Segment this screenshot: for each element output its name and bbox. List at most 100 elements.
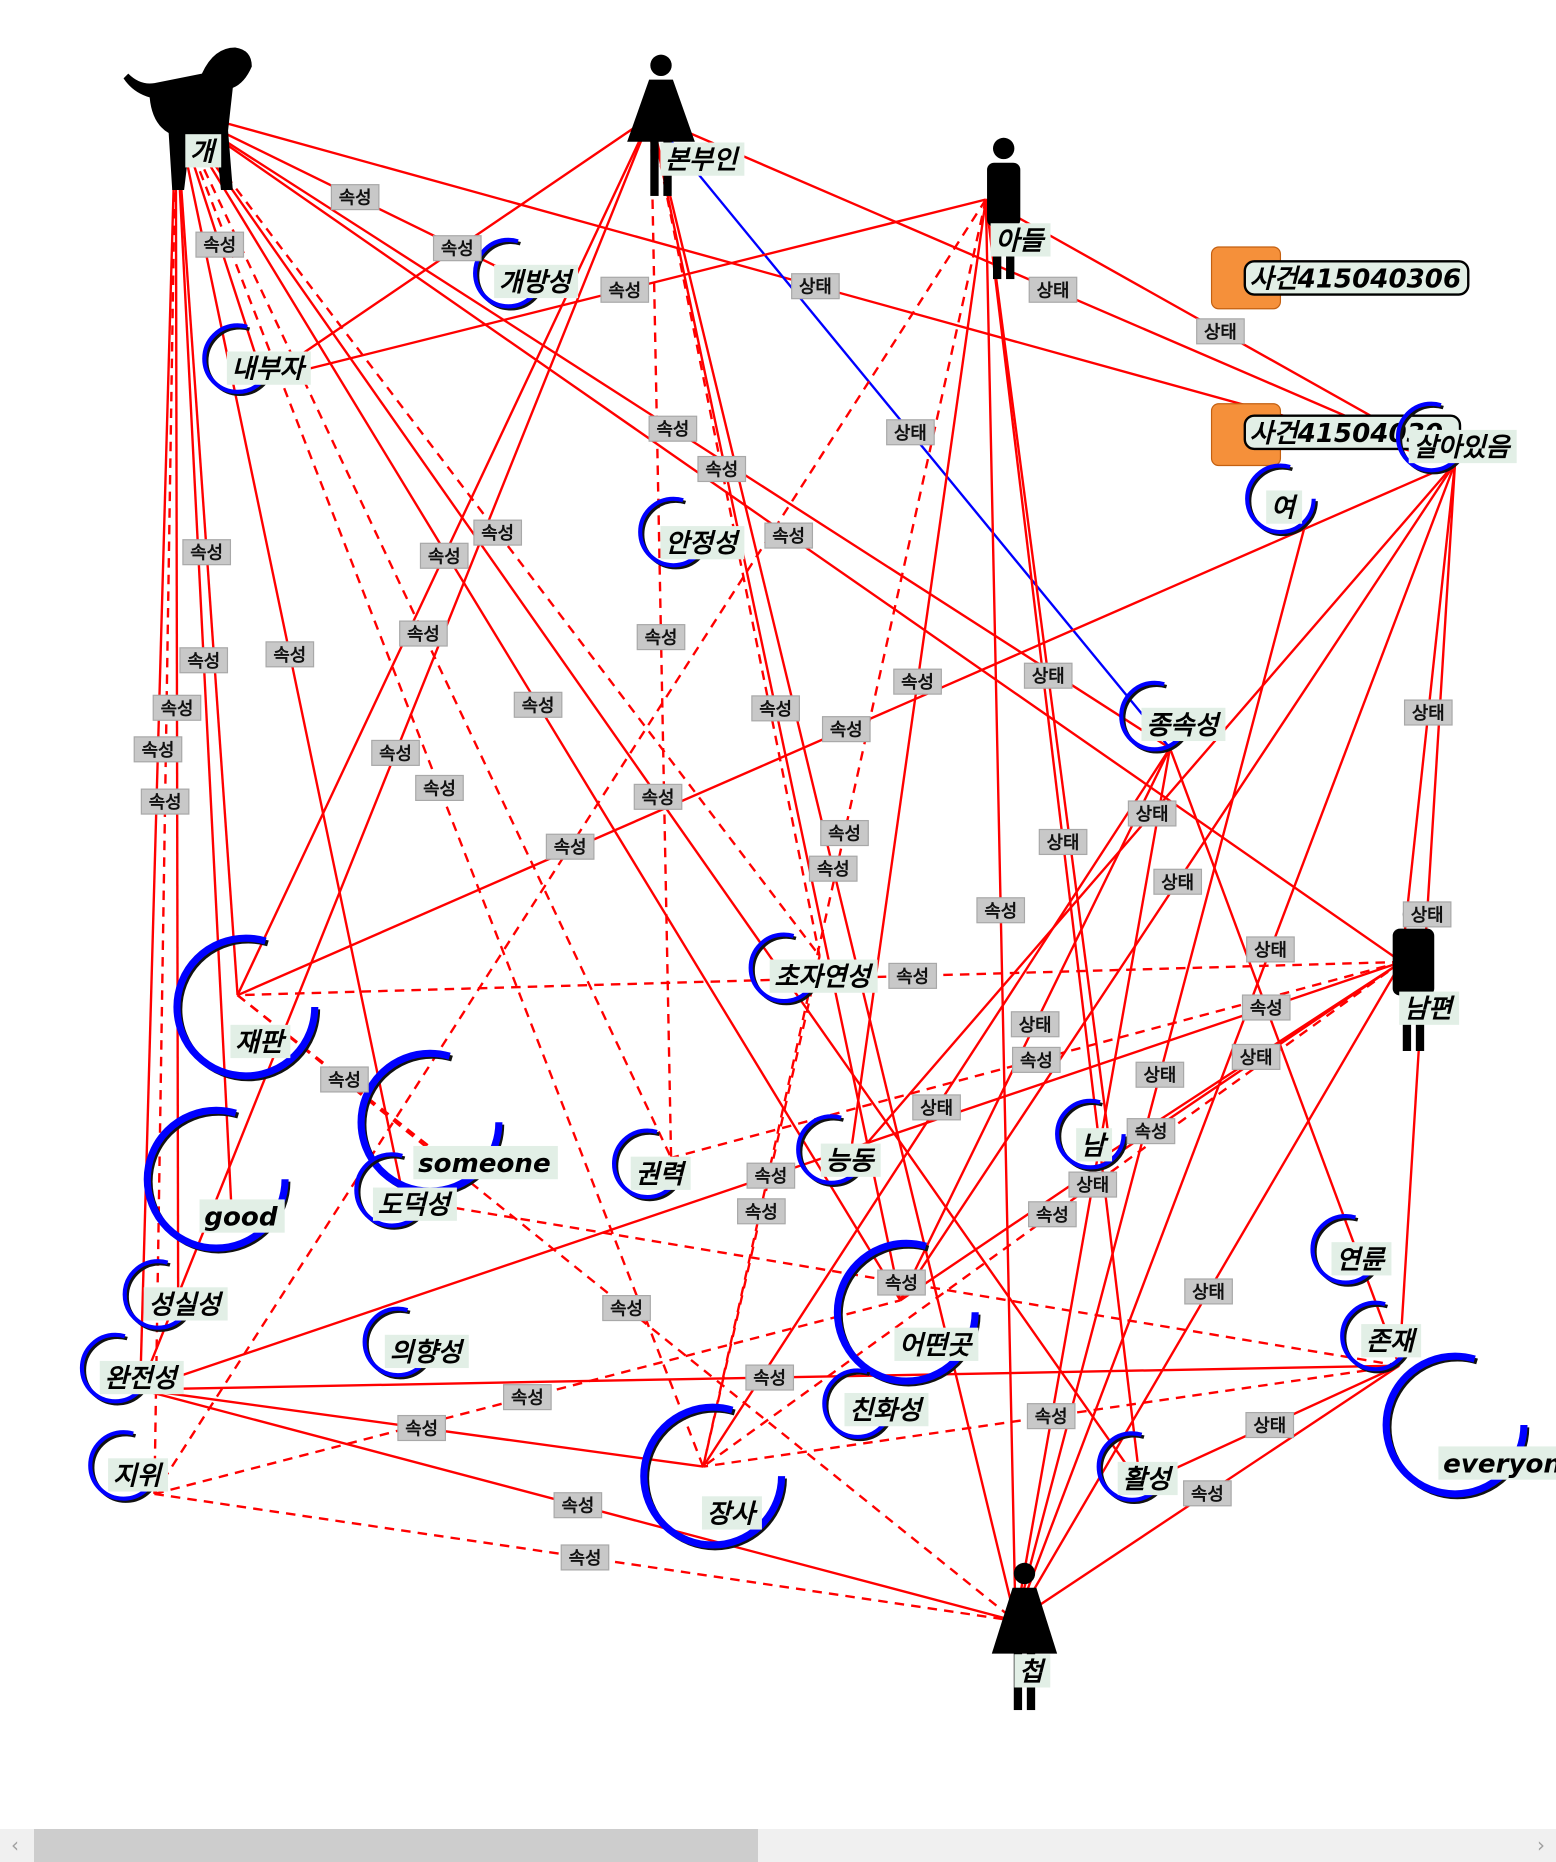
node-label: 완전성: [105, 1364, 180, 1394]
node-moral[interactable]: 도덕성: [354, 1152, 457, 1230]
edge-alive-concubine: [1014, 462, 1457, 1622]
node-son[interactable]: 아들: [987, 137, 1051, 280]
edge-label-text: 속성: [161, 698, 194, 719]
node-label: 아들: [995, 226, 1046, 256]
node-label: 활성: [1122, 1465, 1173, 1495]
node-label: 능동: [826, 1147, 876, 1177]
edge-label-text: 상태: [1240, 1047, 1273, 1068]
node-affinity[interactable]: 친화성: [822, 1368, 929, 1442]
edge-label-text: 속성: [149, 792, 182, 813]
node-power[interactable]: 권력: [612, 1128, 691, 1202]
node-exist[interactable]: 존재: [1340, 1300, 1422, 1374]
edge-label-text: 상태: [1136, 804, 1169, 825]
horizontal-scrollbar[interactable]: ‹ ›: [0, 1829, 1556, 1862]
edge-label: 속성: [1011, 1046, 1061, 1073]
node-label: 개방성: [499, 268, 574, 298]
edge-label: 상태: [1245, 1411, 1295, 1439]
edge-label: 상태: [1246, 936, 1295, 963]
edge-label-text: 상태: [1019, 1015, 1052, 1036]
edge-label-text: 속성: [569, 1548, 602, 1569]
node-active2[interactable]: 능동: [796, 1114, 881, 1187]
node-male[interactable]: 남: [1055, 1098, 1128, 1172]
node-label: 재판: [235, 1028, 287, 1058]
edge-label-text: 속성: [828, 824, 861, 845]
edge-label: 속성: [513, 691, 563, 718]
node-activity[interactable]: 활성: [1096, 1431, 1178, 1505]
edge-label: 속성: [877, 1269, 926, 1296]
node-super[interactable]: 초자연성: [748, 932, 878, 1006]
node-dog[interactable]: 개: [123, 47, 252, 191]
node-label: 사건415040306: [1250, 264, 1462, 294]
node-someone[interactable]: someone: [357, 1049, 558, 1197]
node-label: 초자연성: [774, 963, 873, 993]
node-trade[interactable]: 장사: [640, 1403, 787, 1551]
edge-label: 상태: [1010, 1011, 1060, 1038]
node-label: 첩: [1019, 1657, 1046, 1687]
node-complete[interactable]: 완전성: [79, 1332, 184, 1406]
edge-label: 속성: [751, 695, 800, 722]
edge-label: 상태: [1135, 1061, 1185, 1088]
edge-label: 속성: [745, 1364, 795, 1391]
edge-label-text: 속성: [817, 859, 850, 880]
node-age[interactable]: 연륜: [1310, 1213, 1392, 1287]
node-good[interactable]: good: [143, 1106, 291, 1254]
edge-label: 상태: [1184, 1278, 1233, 1305]
edge-label: 상태: [1402, 901, 1452, 928]
edge-label-text: 상태: [1192, 1282, 1225, 1303]
node-trial[interactable]: 재판: [173, 934, 321, 1082]
edge-label-text: 속성: [1191, 1484, 1224, 1505]
scroll-right-arrow-icon[interactable]: ›: [1537, 1833, 1545, 1857]
edge-label-text: 속성: [511, 1388, 544, 1409]
node-label: 권력: [635, 1160, 686, 1190]
edge-label: 속성: [636, 624, 686, 651]
edge-label: 속성: [371, 739, 420, 766]
node-open[interactable]: 개방성: [473, 237, 579, 311]
node-concubine[interactable]: 첩: [991, 1562, 1058, 1711]
edge-label: 속성: [179, 647, 229, 674]
edge-label: 상태: [1196, 318, 1245, 345]
scroll-left-arrow-icon[interactable]: ‹: [11, 1833, 19, 1857]
node-intent[interactable]: 의향성: [362, 1306, 469, 1380]
node-label: 남: [1081, 1131, 1109, 1161]
edge-label-text: 속성: [203, 235, 236, 256]
nodes-layer: 개 본부인아들사건415040306사건41504030.살아있음여개방성내부자안…: [79, 47, 1556, 1711]
scroll-thumb[interactable]: [34, 1829, 758, 1862]
edge-dog-power: [174, 108, 673, 1159]
edge-label-text: 속성: [142, 740, 175, 761]
node-ev1[interactable]: 사건415040306: [1210, 246, 1470, 310]
edge-label: 속성: [133, 736, 183, 763]
concept-ring-icon: [1057, 1101, 1128, 1172]
edge-label-text: 속성: [657, 419, 690, 440]
node-wife[interactable]: 본부인: [627, 54, 745, 196]
edge-label: 속성: [821, 716, 871, 743]
node-everyone[interactable]: everyone: [1382, 1352, 1556, 1500]
edge-label: 속성: [648, 415, 698, 442]
edge-label-text: 속성: [273, 645, 306, 666]
concept-ring-icon: [1245, 463, 1316, 535]
edge-label-text: 속성: [328, 1070, 361, 1091]
node-insider[interactable]: 내부자: [202, 323, 311, 397]
edge-label: 속성: [1183, 1480, 1232, 1507]
node-place[interactable]: 어떤곳: [833, 1239, 981, 1387]
edge-label: 상태: [1068, 1171, 1118, 1198]
edge-label: 속성: [330, 184, 380, 211]
node-depend[interactable]: 종속성: [1119, 680, 1226, 754]
edge-label: 속성: [503, 1384, 552, 1411]
edge-husband-trade: [702, 960, 1403, 1468]
edge-label: 속성: [399, 620, 448, 647]
edge-label-text: 상태: [799, 277, 832, 298]
node-label: 종속성: [1146, 711, 1221, 741]
node-female[interactable]: 여: [1245, 463, 1318, 537]
node-stable[interactable]: 안정성: [638, 496, 745, 570]
node-status[interactable]: 지위: [88, 1430, 169, 1503]
edge-label-text: 속성: [753, 1368, 786, 1389]
node-alive[interactable]: 살아있음: [1395, 401, 1517, 475]
edge-label-text: 속성: [379, 743, 412, 764]
edge-label-text: 속성: [759, 699, 792, 720]
edge-label-text: 상태: [1076, 1175, 1109, 1196]
node-sincere[interactable]: 성실성: [122, 1259, 228, 1332]
edge-label-text: 속성: [901, 672, 934, 693]
edge-label-text: 속성: [1250, 998, 1283, 1019]
edge-label-text: 상태: [1037, 280, 1070, 301]
